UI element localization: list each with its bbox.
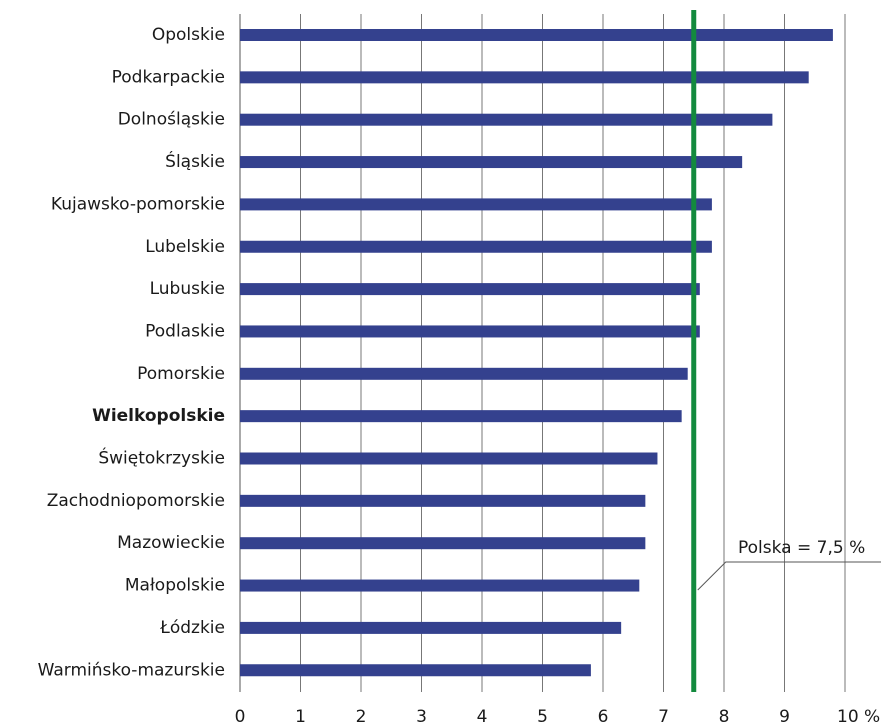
bar [240,410,682,423]
bar [240,283,700,296]
bar [240,579,640,592]
x-tick-label: 3 [416,707,427,727]
y-tick-label: Śląskie [165,150,225,172]
x-tick-label: 5 [537,707,548,727]
y-tick-label: Opolskie [152,25,225,45]
annotation-leader [697,561,881,591]
x-tick-label: 2 [356,707,367,727]
bar [240,198,712,211]
reference-label: Polska = 7,5 % [738,538,865,558]
y-tick-label: Małopolskie [125,576,225,596]
bar [240,452,658,465]
y-tick-label: Lubelskie [145,237,225,257]
x-tick-label: 7 [658,707,669,727]
bar [240,325,700,338]
bar [240,494,646,507]
y-tick-label: Świętokrzyskie [98,447,225,469]
x-tick-label: 4 [477,707,488,727]
bar [240,29,833,41]
x-tick-label: 9 [779,707,790,727]
x-tick-label: 0 [235,707,246,727]
y-tick-label: Warmińsko-mazurskie [38,660,225,680]
x-tick-label: 6 [598,707,609,727]
x-tick-label: 1 [295,707,306,727]
y-tick-label: Zachodniopomorskie [47,491,225,511]
y-tick-label: Podlaskie [145,321,225,341]
y-tick-label: Dolnośląskie [118,110,225,130]
bar [240,664,591,677]
y-tick-label: Podkarpackie [112,67,225,87]
bar [240,113,773,126]
y-tick-label: Łódzkie [159,618,225,638]
bar [240,71,809,84]
bar [240,621,622,634]
bar [240,240,712,253]
x-tick-label: 8 [719,707,730,727]
bar [240,537,646,550]
y-tick-label: Wielkopolskie [92,406,225,426]
x-tick-label: 10 % [837,707,880,727]
bar [240,367,688,380]
y-tick-label: Pomorskie [137,364,225,384]
y-tick-label: Lubuskie [150,279,225,299]
bar [240,156,743,169]
y-tick-label: Mazowieckie [117,533,225,553]
y-tick-label: Kujawsko-pomorskie [51,194,225,214]
